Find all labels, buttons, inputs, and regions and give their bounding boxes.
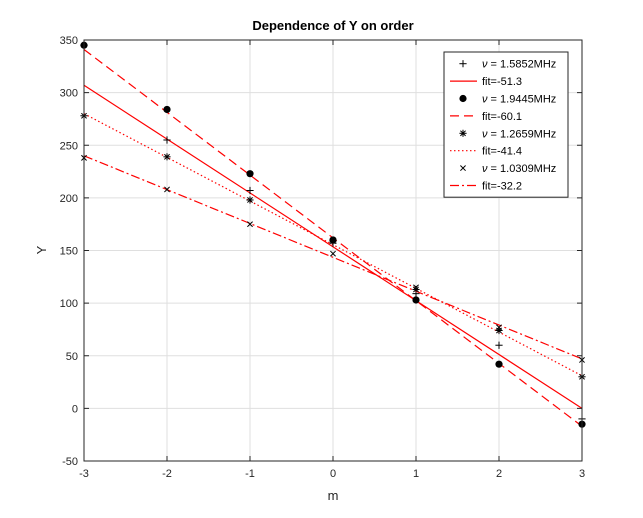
y-tick-label: 300 bbox=[60, 88, 78, 100]
y-axis-label: Y bbox=[34, 245, 49, 254]
y-tick-label: -50 bbox=[62, 456, 78, 468]
data-point bbox=[163, 136, 171, 144]
legend-label-frequency: = 1.5852MHz bbox=[488, 59, 557, 71]
data-point bbox=[495, 341, 503, 349]
data-point bbox=[246, 186, 254, 195]
x-tick-label: -3 bbox=[79, 468, 89, 480]
legend-box bbox=[443, 51, 569, 198]
legend-label-symbol: ν bbox=[482, 59, 488, 71]
legend-entry-series-3: ν = 1.2659MHz bbox=[459, 128, 556, 140]
legend-marker bbox=[459, 129, 467, 137]
x-tick-label: -1 bbox=[245, 468, 255, 480]
data-point bbox=[164, 186, 170, 193]
data-point bbox=[247, 221, 253, 228]
legend-entry-fit-3: fit=-41.4 bbox=[450, 146, 522, 158]
legend-label-symbol: ν bbox=[482, 128, 488, 140]
data-point bbox=[330, 250, 336, 257]
data-point bbox=[329, 237, 337, 245]
legend-marker bbox=[460, 165, 466, 172]
data-point bbox=[496, 324, 502, 331]
legend: ν = 1.5852MHz fit=-51.3 ν = 1.9445MHz fit=-… bbox=[443, 51, 569, 198]
x-tick-label: 2 bbox=[496, 468, 502, 480]
y-tick-label: 100 bbox=[60, 298, 78, 310]
axis-ticks: -3 -2 -1 0 1 2 3 -50 0 50 100 150 200 250 300 350 bbox=[60, 35, 585, 480]
data-point bbox=[246, 170, 254, 178]
legend-label: fit=-32.2 bbox=[482, 181, 522, 193]
y-tick-label: 200 bbox=[60, 193, 78, 205]
data-point bbox=[246, 196, 254, 204]
data-point bbox=[495, 360, 503, 368]
y-tick-label: 250 bbox=[60, 140, 78, 152]
legend-entry-fit-4: fit=-32.2 bbox=[450, 181, 522, 193]
legend-label-frequency: = 1.2659MHz bbox=[488, 128, 557, 140]
legend-entry-series-1: ν = 1.5852MHz bbox=[459, 59, 556, 71]
data-point bbox=[495, 326, 503, 335]
legend-label-frequency: = 1.0309MHz bbox=[488, 163, 557, 175]
x-tick-label: 3 bbox=[579, 468, 585, 480]
y-tick-label: 50 bbox=[66, 351, 78, 363]
x-tick-label: -2 bbox=[162, 468, 172, 480]
y-tick-label: 0 bbox=[72, 403, 78, 415]
legend-label-symbol: ν bbox=[482, 94, 488, 106]
legend-entry-series-2: ν = 1.9445MHz bbox=[459, 94, 556, 106]
y-tick-label: 350 bbox=[60, 35, 78, 47]
legend-label: ν = 1.9445MHz bbox=[482, 94, 556, 106]
legend-label: fit=-41.4 bbox=[482, 146, 522, 158]
y-tick-label: 150 bbox=[60, 246, 78, 258]
legend-marker bbox=[459, 94, 467, 103]
x-tick-label: 1 bbox=[413, 468, 419, 480]
data-point bbox=[163, 153, 171, 161]
legend-label: ν = 1.2659MHz bbox=[482, 128, 556, 140]
legend-entry-series-4: ν = 1.0309MHz bbox=[460, 163, 556, 175]
legend-label: fit=-60.1 bbox=[482, 111, 522, 123]
legend-label: ν = 1.5852MHz bbox=[482, 59, 556, 71]
legend-entry-fit-2: fit=-60.1 bbox=[450, 111, 522, 123]
chart-title: Dependence of Y on order bbox=[252, 18, 413, 33]
legend-label: fit=-51.3 bbox=[482, 76, 522, 88]
legend-entry-fit-1: fit=-51.3 bbox=[450, 76, 522, 88]
data-point bbox=[412, 296, 420, 304]
legend-marker bbox=[459, 60, 467, 68]
legend-label: ν = 1.0309MHz bbox=[482, 163, 556, 175]
x-axis-label: m bbox=[328, 488, 339, 503]
data-point bbox=[163, 105, 171, 114]
legend-label-frequency: = 1.9445MHz bbox=[488, 94, 557, 106]
data-point bbox=[413, 284, 419, 291]
x-tick-label: 0 bbox=[330, 468, 336, 480]
legend-label-symbol: ν bbox=[482, 163, 488, 175]
